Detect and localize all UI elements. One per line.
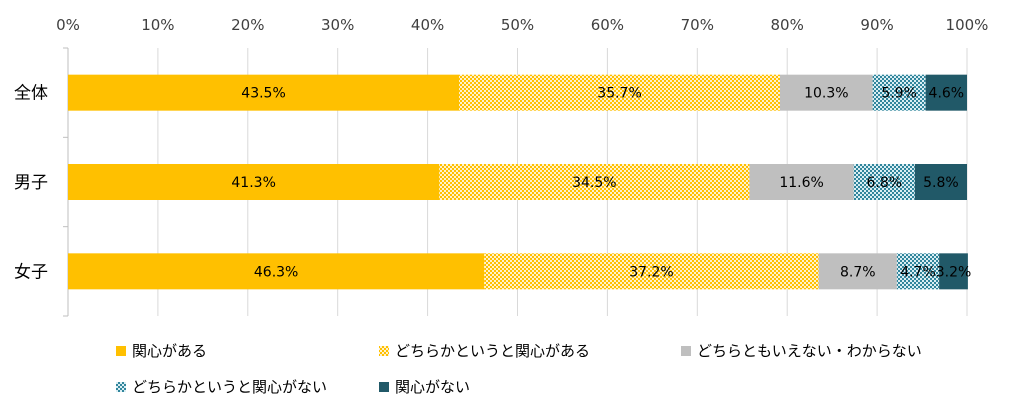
data-label: 8.7%: [840, 264, 876, 280]
bar-segment-1: [439, 164, 750, 200]
bar-segment-2: [780, 74, 873, 111]
data-label: 37.2%: [629, 264, 673, 280]
legend-label: どちらかというと関心がない: [132, 378, 327, 396]
data-label: 35.7%: [597, 86, 641, 102]
legend: 関心がある どちらかというと関心がある どちらともいえない・わからないどちらかという…: [116, 342, 922, 396]
bar-segment-1: [484, 253, 819, 290]
x-tick-label: 60%: [591, 16, 624, 34]
bar-segment-2: [749, 164, 854, 200]
bars: [68, 74, 968, 290]
data-label: 10.3%: [804, 86, 848, 102]
x-tick-label: 90%: [860, 16, 893, 34]
x-tick-label: 100%: [946, 16, 989, 34]
data-label: 6.8%: [867, 175, 903, 191]
x-tick-label: 20%: [231, 16, 264, 34]
x-tick-label: 50%: [501, 16, 534, 34]
data-label: 4.6%: [929, 86, 965, 102]
category-label: 男子: [14, 173, 48, 193]
bar-segment-2: [818, 253, 897, 290]
data-label: 5.8%: [923, 175, 959, 191]
legend-label: どちらともいえない・わからない: [697, 342, 922, 360]
data-label: 43.5%: [241, 86, 285, 102]
data-label: 4.7%: [900, 264, 936, 280]
bar-segment-0: [68, 253, 485, 290]
bar-segment-0: [68, 164, 440, 200]
x-tick-label: 0%: [56, 16, 80, 34]
data-label: 11.6%: [779, 175, 823, 191]
category-label: 女子: [14, 262, 48, 282]
legend-swatch: [116, 346, 126, 356]
bar-segment-0: [68, 74, 460, 111]
data-label: 46.3%: [254, 264, 298, 280]
legend-swatch: [379, 382, 389, 392]
x-tick-label: 30%: [321, 16, 354, 34]
bar-segment-1: [459, 74, 781, 111]
bar-segment-4: [925, 74, 967, 111]
legend-swatch: [379, 346, 389, 356]
bar-segment-3: [853, 164, 915, 200]
legend-label: 関心がある: [132, 342, 207, 360]
x-tick-label: 40%: [411, 16, 444, 34]
bar-segment-3: [896, 253, 940, 290]
legend-swatch: [681, 346, 691, 356]
x-tick-label: 10%: [141, 16, 174, 34]
category-label: 全体: [14, 84, 48, 104]
x-tick-label: 70%: [681, 16, 714, 34]
bar-segment-4: [914, 164, 967, 200]
data-label: 34.5%: [572, 175, 616, 191]
bar-segment-3: [872, 74, 926, 111]
legend-swatch: [116, 382, 126, 392]
legend-label: 関心がない: [395, 378, 470, 396]
axes: 0% 10% 20% 30% 40% 50% 60% 70% 80% 90% 100%: [56, 16, 989, 317]
data-label: 41.3%: [231, 175, 275, 191]
legend-label: どちらかというと関心がある: [395, 342, 590, 360]
data-label: 3.2%: [936, 264, 972, 280]
bar-segment-4: [939, 253, 968, 290]
x-tick-label: 80%: [771, 16, 804, 34]
labels: 全体 43.5% 35.7% 10.3% 5.9% 4.6% 男子 41.3% 34.5% 11.…: [14, 84, 971, 283]
data-label: 5.9%: [881, 86, 917, 102]
